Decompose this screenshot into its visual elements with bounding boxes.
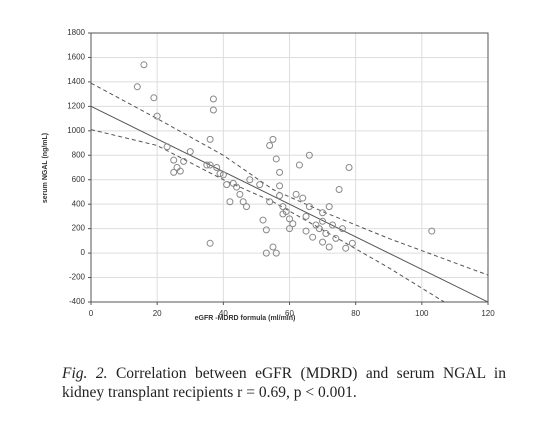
- x-tick-label: 40: [219, 309, 228, 318]
- y-tick-label: 1000: [67, 126, 85, 135]
- point: [229, 179, 237, 187]
- point: [213, 164, 221, 171]
- point: [153, 112, 161, 120]
- point: [319, 217, 327, 225]
- point: [180, 157, 188, 165]
- point: [332, 234, 340, 242]
- point: [269, 243, 277, 251]
- point: [342, 244, 350, 252]
- regression-line: [91, 105, 488, 302]
- x-axis-label: eGFR -MDRD formula (ml/min): [195, 315, 296, 322]
- point: [319, 238, 327, 246]
- point: [209, 106, 217, 114]
- point: [236, 190, 244, 198]
- y-tick-label: 1400: [67, 77, 85, 86]
- point: [269, 135, 277, 143]
- point: [242, 203, 250, 211]
- point: [259, 216, 267, 224]
- point: [295, 161, 303, 169]
- point: [206, 135, 214, 143]
- point: [325, 203, 333, 211]
- point: [329, 221, 337, 229]
- x-tick-label: 100: [415, 309, 429, 318]
- point: [140, 61, 148, 69]
- point: [246, 176, 254, 184]
- point: [276, 168, 284, 176]
- point: [226, 198, 234, 206]
- point: [262, 249, 270, 257]
- y-tick-label: 400: [72, 199, 86, 208]
- x-tick-label: 80: [351, 309, 360, 318]
- point: [176, 167, 184, 175]
- point: [302, 227, 310, 235]
- y-tick-label: 1600: [67, 53, 85, 62]
- point: [325, 243, 333, 251]
- x-tick-label: 60: [285, 309, 294, 318]
- chart: eGFR -MDRD formula (ml/min) serum NGAL (…: [42, 28, 495, 322]
- x-tick-label: 0: [89, 309, 94, 318]
- y-axis-label: serum NGAL (ng/mL): [42, 133, 49, 203]
- y-tick-label: -200: [69, 273, 86, 282]
- point: [266, 141, 274, 149]
- x-tick-label: 120: [481, 309, 495, 318]
- point: [309, 233, 317, 241]
- point: [348, 239, 356, 247]
- y-tick-label: 200: [72, 224, 86, 233]
- point: [206, 239, 214, 247]
- upper-confidence-band: [91, 82, 488, 276]
- point: [305, 151, 313, 159]
- point: [289, 220, 297, 228]
- point: [170, 156, 178, 164]
- plot-frame: [90, 32, 489, 303]
- point: [299, 194, 307, 202]
- point: [262, 226, 270, 234]
- point: [272, 249, 280, 257]
- caption: Fig. 2. Correlation between eGFR (MDRD) …: [62, 364, 506, 402]
- point: [338, 225, 346, 233]
- point: [279, 203, 287, 211]
- point: [345, 164, 353, 171]
- point: [315, 225, 323, 233]
- point: [428, 227, 436, 235]
- point: [133, 83, 141, 91]
- y-tick-label: 800: [72, 150, 86, 159]
- point: [150, 94, 158, 102]
- point: [305, 203, 313, 211]
- point: [239, 198, 247, 206]
- point: [170, 168, 178, 176]
- y-tick-label: -400: [69, 297, 86, 306]
- point: [209, 95, 217, 103]
- point: [276, 182, 284, 190]
- point: [233, 183, 241, 191]
- point: [186, 148, 194, 156]
- y-tick-label: 600: [72, 175, 86, 184]
- point: [163, 143, 171, 151]
- point: [322, 230, 330, 238]
- point: [312, 221, 320, 229]
- point: [319, 209, 327, 217]
- point: [216, 170, 224, 178]
- point: [266, 198, 274, 206]
- y-tick-label: 1800: [67, 28, 85, 37]
- point: [203, 161, 211, 169]
- point: [272, 155, 280, 163]
- point: [219, 171, 227, 179]
- x-tick-label: 20: [153, 309, 162, 318]
- caption-text: Correlation between eGFR (MDRD) and seru…: [62, 365, 506, 401]
- point: [335, 186, 343, 194]
- y-tick-label: 0: [81, 248, 86, 257]
- point: [206, 161, 214, 169]
- point: [223, 181, 231, 189]
- point: [286, 215, 293, 223]
- point: [282, 208, 290, 216]
- point: [302, 212, 310, 220]
- caption-label: Fig. 2.: [62, 365, 108, 382]
- point: [276, 192, 284, 200]
- y-tick-label: 1200: [67, 101, 85, 110]
- point: [256, 181, 264, 189]
- point: [292, 190, 300, 198]
- point: [286, 225, 293, 233]
